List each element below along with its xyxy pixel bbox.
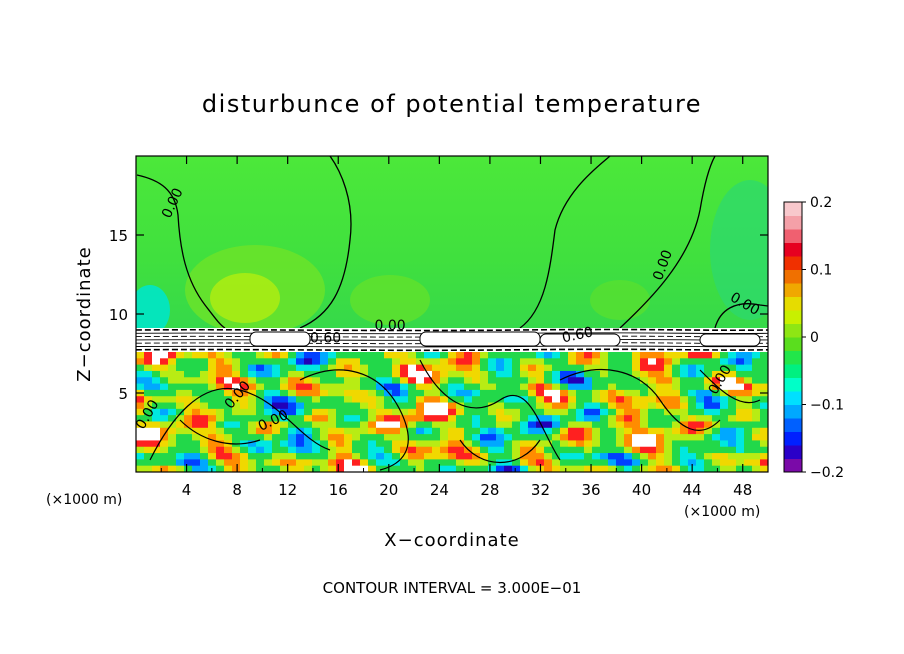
x-axis-label: X−coordinate: [384, 530, 519, 551]
contour-line: [419, 359, 561, 461]
colorbar-swatch: [784, 283, 802, 297]
colorbar-swatch: [784, 391, 802, 405]
contour-line: [179, 419, 261, 445]
x-tick-label: 36: [581, 481, 600, 499]
colorbar-swatch: [784, 296, 802, 311]
colorbar-tick-label: 0: [810, 330, 819, 346]
x-tick-label: 28: [480, 481, 499, 499]
y-axis-label: Z−coordinate: [74, 246, 95, 381]
zero-contour-right: [519, 156, 611, 329]
x-tick-label: 20: [379, 481, 398, 499]
x-tick-label: 24: [430, 481, 449, 499]
x-axis-unit-left: (×1000 m): [46, 492, 122, 508]
contour-line: [149, 387, 331, 461]
band-cell: [539, 333, 621, 347]
x-tick-label: 48: [733, 481, 752, 499]
colorbar-swatch: [784, 229, 802, 243]
colorbar-swatch: [784, 418, 802, 432]
chart-title: disturbunce of potential temperature: [202, 90, 702, 118]
contour-line: [699, 369, 761, 404]
colorbar-swatch: [784, 256, 802, 270]
colorbar-tick-label: 0.1: [810, 263, 832, 279]
band-cell: [699, 333, 761, 347]
colorbar-swatch: [784, 364, 802, 378]
x-tick-label: 44: [683, 481, 702, 499]
x-axis: 4 8 12 16 20 24 28 32 36 40 44 48: [160, 156, 752, 499]
colorbar-swatch: [784, 202, 802, 216]
inversion-contour: [136, 328, 768, 332]
contour-line: [299, 369, 409, 471]
zero-contour-mid: [299, 156, 352, 329]
x-tick-label: 8: [232, 481, 242, 499]
x-tick-label: 4: [182, 481, 192, 499]
inversion-contours: [136, 328, 768, 352]
colorbar-swatch: [784, 431, 802, 446]
inversion-contour: [136, 348, 768, 352]
x-axis-unit-right: (×1000 m): [684, 504, 760, 520]
x-tick-label: 40: [632, 481, 651, 499]
y-tick-label: 15: [109, 227, 128, 245]
x-tick-label: 16: [329, 481, 348, 499]
inversion-contour: [136, 345, 768, 348]
contour-interval-note: CONTOUR INTERVAL = 3.000E−01: [323, 579, 582, 597]
contour-line: [559, 369, 721, 431]
lower-layer-field: [136, 352, 768, 472]
zero-contour-left: [136, 174, 226, 329]
contour-line: [459, 439, 541, 463]
y-tick-label: 10: [109, 306, 128, 324]
colorbar-swatch: [784, 215, 802, 230]
contour-label: 0.60: [310, 330, 341, 346]
y-axis: 5 10 15: [109, 227, 768, 403]
colorbar-tick-label: −0.2: [810, 465, 844, 481]
colorbar-tick-label: −0.1: [810, 398, 844, 414]
colorbar-swatch: [784, 269, 802, 284]
contour-label: 0.60: [561, 324, 595, 346]
contour-label: 0.00: [374, 318, 405, 334]
band-cell: [249, 331, 311, 347]
colorbar-swatch: [784, 377, 802, 392]
x-tick-label: 12: [278, 481, 297, 499]
colorbar-tick-label: 0.2: [810, 195, 832, 211]
colorbar-swatch: [784, 404, 802, 419]
colorbar: 0.2 0.1 0 −0.1 −0.2: [783, 195, 844, 481]
plot-area: 0.000.000.60 0.600.000.000.000.000.000.00: [136, 156, 768, 472]
colorbar-swatch: [784, 337, 802, 351]
colorbar-swatch: [784, 350, 802, 365]
band-cell: [419, 331, 541, 347]
colorbar-swatch: [784, 458, 802, 473]
colorbar-swatch: [784, 445, 802, 459]
colorbar-swatch: [784, 310, 802, 324]
colorbar-swatch: [784, 323, 802, 338]
x-tick-label: 32: [531, 481, 550, 499]
colorbar-swatch: [784, 242, 802, 257]
y-tick-label: 5: [118, 385, 128, 403]
